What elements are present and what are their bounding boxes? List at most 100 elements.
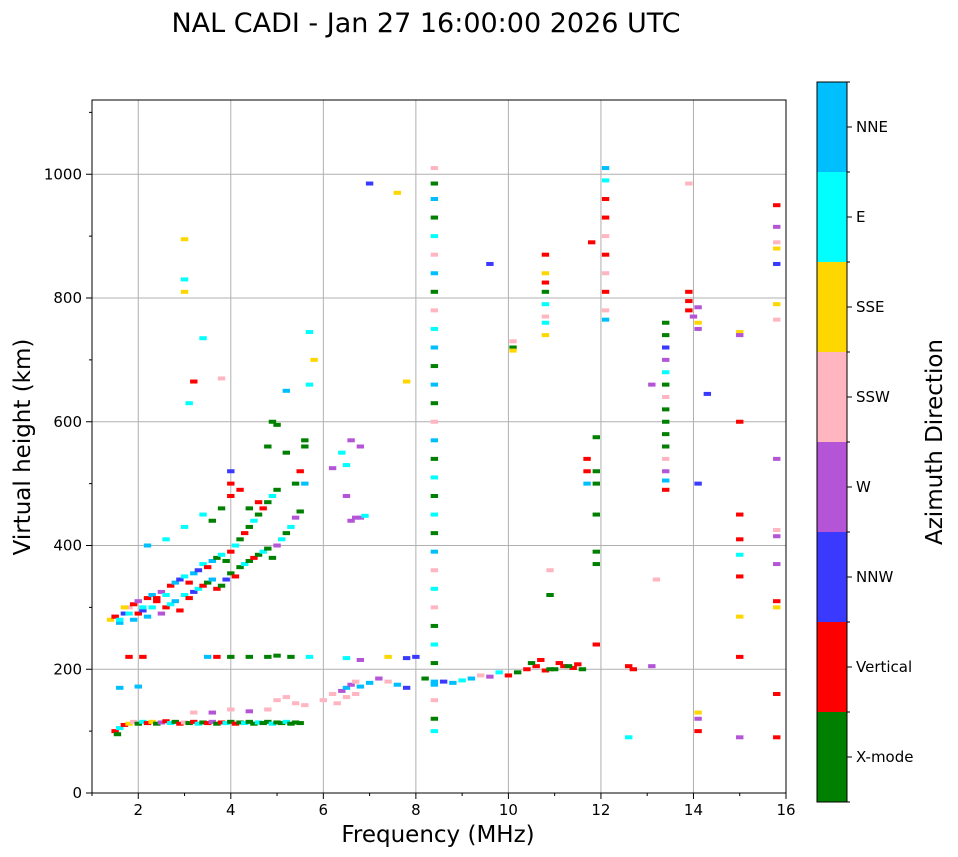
point-w — [773, 562, 781, 567]
point-nnw — [486, 261, 494, 266]
point-nne — [356, 684, 365, 689]
point-vertical — [601, 197, 610, 201]
point-e — [495, 670, 503, 675]
point-w — [273, 543, 281, 548]
point-e — [430, 729, 439, 734]
point-nne — [430, 197, 439, 201]
point-nne — [208, 577, 216, 582]
point-vertical — [523, 667, 531, 672]
point-w — [291, 515, 300, 520]
point-x-mode — [208, 518, 216, 523]
point-vertical — [143, 721, 152, 726]
point-e — [250, 518, 258, 523]
point-nne — [129, 617, 138, 622]
point-vertical — [162, 605, 170, 610]
point-nne — [601, 317, 610, 322]
point-ssw — [129, 719, 138, 724]
point-e — [180, 524, 189, 529]
point-x-mode — [662, 419, 670, 424]
point-e — [430, 586, 439, 591]
point-e — [541, 320, 550, 325]
point-x-mode — [430, 661, 439, 666]
point-e — [166, 721, 175, 726]
point-e — [277, 537, 286, 542]
point-e — [185, 401, 193, 406]
point-x-mode — [254, 552, 263, 557]
x-tick-label: 2 — [133, 801, 143, 819]
point-e — [254, 720, 263, 725]
point-nne — [148, 593, 156, 597]
point-sse — [694, 710, 702, 715]
point-vertical — [685, 289, 693, 294]
point-nne — [393, 682, 402, 687]
point-ssw — [190, 710, 198, 715]
grid-lines — [92, 100, 787, 794]
point-x-mode — [245, 558, 254, 563]
point-nne — [583, 481, 591, 486]
point-x-mode — [171, 719, 179, 724]
x-tick-label: 12 — [591, 801, 610, 819]
point-ssw — [662, 456, 670, 461]
colorbar: X-mode Vertical NNW W SSW SSE E NNE — [816, 81, 913, 803]
x-tick-label: 16 — [776, 801, 795, 819]
point-e — [231, 543, 240, 548]
point-nne — [601, 166, 610, 171]
point-vertical — [532, 664, 540, 669]
point-vertical — [537, 657, 545, 662]
point-vertical — [736, 512, 744, 517]
y-tick-label: 1000 — [44, 165, 82, 183]
colorbar-segment-nnw — [817, 532, 847, 622]
point-vertical — [541, 280, 550, 285]
point-vertical — [694, 729, 702, 734]
point-x-mode — [273, 487, 281, 492]
point-vertical — [736, 537, 744, 542]
point-x-mode — [282, 450, 291, 455]
point-nnw — [773, 261, 781, 266]
point-sse — [541, 271, 550, 276]
point-e — [199, 562, 207, 567]
colorbar-tick-label: NNE — [856, 118, 888, 136]
point-nne — [208, 558, 216, 563]
point-e — [148, 605, 156, 610]
point-nne — [449, 680, 457, 685]
point-sse — [773, 246, 781, 251]
point-nnw — [139, 608, 147, 613]
point-x-mode — [287, 654, 295, 659]
point-vertical — [685, 308, 693, 313]
colorbar-label: Azimuth Direction — [922, 339, 948, 545]
point-x-mode — [430, 181, 439, 186]
point-vertical — [129, 602, 138, 607]
point-nne — [662, 478, 670, 483]
point-vertical — [250, 555, 258, 560]
point-w — [648, 664, 656, 669]
point-e — [139, 719, 147, 724]
point-ssw — [273, 698, 281, 703]
x-tick-label: 4 — [226, 801, 236, 819]
point-x-mode — [592, 562, 601, 567]
point-x-mode — [227, 719, 235, 724]
y-tick-label: 800 — [53, 289, 82, 307]
point-vertical — [153, 596, 161, 601]
point-x-mode — [662, 333, 670, 338]
point-vertical — [773, 735, 781, 740]
point-x-mode — [213, 721, 221, 726]
colorbar-segment-w — [817, 442, 847, 532]
point-x-mode — [236, 537, 244, 542]
point-x-mode — [254, 512, 263, 517]
point-nne — [203, 654, 212, 659]
point-w — [689, 314, 698, 319]
point-x-mode — [264, 444, 272, 449]
point-e — [180, 593, 189, 597]
point-w — [694, 305, 702, 310]
point-x-mode — [273, 653, 281, 658]
point-x-mode — [291, 720, 300, 725]
point-e — [342, 656, 351, 661]
point-vertical — [555, 661, 563, 666]
point-w — [773, 224, 781, 229]
point-e — [162, 537, 170, 542]
point-vertical — [259, 506, 267, 511]
y-tick-label: 200 — [53, 660, 82, 678]
point-vertical — [166, 583, 175, 588]
point-e — [217, 552, 226, 557]
